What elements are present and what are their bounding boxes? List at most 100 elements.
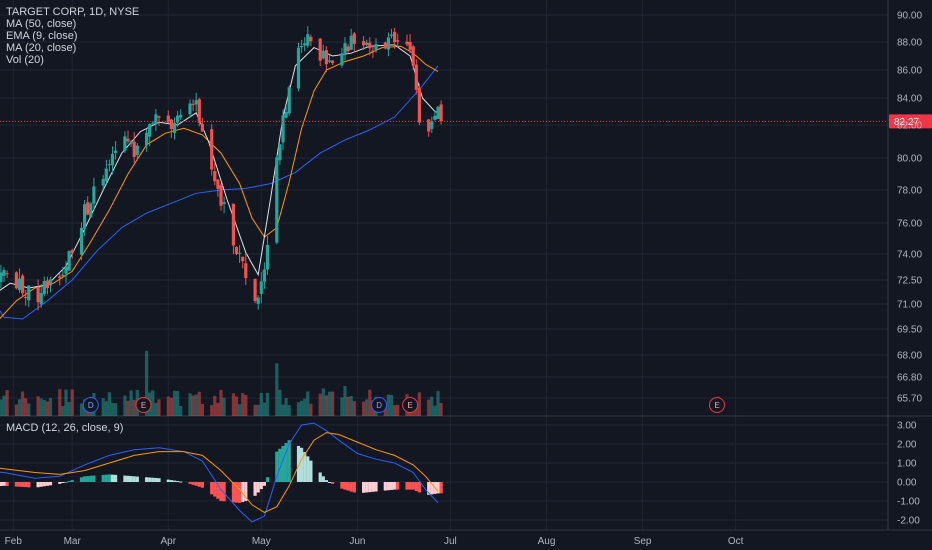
macd-histogram-bar bbox=[92, 475, 96, 482]
dividend-marker[interactable]: D bbox=[82, 397, 99, 413]
macd-histogram-bar bbox=[259, 482, 263, 490]
volume-bar bbox=[58, 389, 62, 416]
earnings-marker[interactable]: E bbox=[402, 397, 419, 413]
candle bbox=[362, 36, 366, 50]
macd-histogram-bar bbox=[427, 482, 431, 495]
macd-histogram-bar bbox=[405, 482, 409, 490]
volume-legend[interactable]: Vol (20) bbox=[6, 54, 44, 66]
event-label: E bbox=[141, 401, 146, 410]
macd-histogram-bar bbox=[61, 482, 65, 483]
macd-histogram-bar bbox=[284, 443, 288, 482]
macd-histogram-bar bbox=[191, 482, 195, 485]
volume-bar bbox=[389, 394, 394, 416]
candle bbox=[107, 159, 111, 172]
last-price-value: 82.27 bbox=[894, 117, 919, 128]
candle bbox=[436, 105, 440, 119]
candle-body bbox=[14, 272, 18, 289]
volume-bar bbox=[0, 399, 3, 416]
candle bbox=[309, 34, 313, 47]
candle bbox=[256, 295, 260, 310]
macd-histogram-bar bbox=[374, 482, 378, 492]
macd-histogram-bar bbox=[151, 477, 155, 482]
candle-body bbox=[281, 115, 285, 143]
macd-tick-label: -1.00 bbox=[897, 497, 920, 508]
volume-bar bbox=[284, 398, 288, 416]
candle bbox=[39, 284, 43, 308]
candle-body bbox=[154, 114, 158, 125]
volume-bar bbox=[154, 402, 158, 416]
macd-histogram-bar bbox=[430, 482, 434, 495]
candle bbox=[14, 271, 18, 290]
candle-body bbox=[349, 35, 353, 50]
macd-line bbox=[0, 422, 439, 523]
candle-body bbox=[104, 168, 108, 182]
macd-histogram-bar bbox=[107, 474, 111, 482]
volume-bar bbox=[349, 395, 353, 416]
macd-legend[interactable]: MACD (12, 26, close, 9) bbox=[6, 422, 124, 434]
candle-body bbox=[352, 33, 356, 44]
dividend-marker[interactable]: D bbox=[371, 397, 388, 413]
ma50-legend[interactable]: MA (50, close) bbox=[6, 18, 77, 30]
candle-body bbox=[234, 247, 239, 254]
price-tick-label: 65.70 bbox=[897, 394, 922, 405]
candle bbox=[21, 273, 25, 297]
macd-histogram-bar bbox=[327, 482, 332, 483]
macd-histogram-bar bbox=[0, 482, 3, 486]
candle-body bbox=[89, 203, 93, 218]
volume-bar bbox=[343, 385, 347, 416]
candle bbox=[287, 85, 291, 117]
candle bbox=[265, 236, 270, 275]
macd-histogram-bar bbox=[256, 482, 260, 493]
macd-histogram-bar bbox=[393, 482, 397, 490]
volume-bar bbox=[17, 399, 22, 416]
earnings-marker[interactable]: E bbox=[135, 397, 152, 413]
ma20-legend[interactable]: MA (20, close) bbox=[6, 42, 77, 54]
candle bbox=[430, 116, 434, 134]
indicator-legend: TARGET CORP, 1D, NYSE MA (50, close) EMA… bbox=[6, 6, 139, 66]
ma50-line bbox=[0, 65, 439, 320]
macd-histogram-bar bbox=[296, 445, 301, 482]
candle-body bbox=[238, 252, 242, 254]
candle-body bbox=[340, 53, 344, 66]
volume-bar bbox=[197, 391, 201, 416]
macd-histogram-bar bbox=[396, 482, 400, 490]
candle-body bbox=[393, 31, 397, 43]
macd-histogram-bar bbox=[241, 482, 245, 502]
candle bbox=[433, 110, 437, 121]
ema9-legend[interactable]: EMA (9, close) bbox=[6, 30, 78, 42]
candle-body bbox=[21, 275, 25, 294]
macd-histogram-bar bbox=[265, 477, 270, 482]
candle-body bbox=[275, 157, 279, 243]
volume-bar bbox=[114, 403, 118, 416]
grid-lines bbox=[0, 0, 888, 530]
candle-body bbox=[253, 278, 257, 301]
candle bbox=[417, 83, 421, 126]
candle bbox=[396, 33, 400, 48]
symbol-title[interactable]: TARGET CORP, 1D, NYSE bbox=[6, 6, 140, 18]
macd-histogram-bar bbox=[368, 482, 372, 493]
candle-body bbox=[114, 150, 118, 153]
candle bbox=[36, 279, 40, 311]
earnings-marker[interactable]: E bbox=[709, 397, 725, 413]
volume-bar bbox=[278, 389, 282, 416]
event-label: D bbox=[88, 401, 94, 410]
candle-body bbox=[371, 50, 375, 52]
volume-bar bbox=[79, 403, 84, 416]
price-tick-label: 74.00 bbox=[897, 250, 922, 261]
volume-bar bbox=[275, 363, 279, 416]
macd-histogram-bar bbox=[104, 474, 108, 482]
candle bbox=[216, 178, 220, 197]
candle bbox=[0, 264, 3, 289]
price-tick-label: 69.50 bbox=[897, 325, 922, 336]
candle bbox=[157, 115, 161, 126]
candle-body bbox=[58, 276, 62, 279]
candle-body bbox=[126, 138, 130, 142]
volume-bar bbox=[417, 392, 421, 416]
candle bbox=[219, 183, 223, 211]
candle bbox=[70, 248, 74, 259]
candle-body bbox=[331, 60, 335, 64]
candle-body bbox=[300, 46, 304, 48]
